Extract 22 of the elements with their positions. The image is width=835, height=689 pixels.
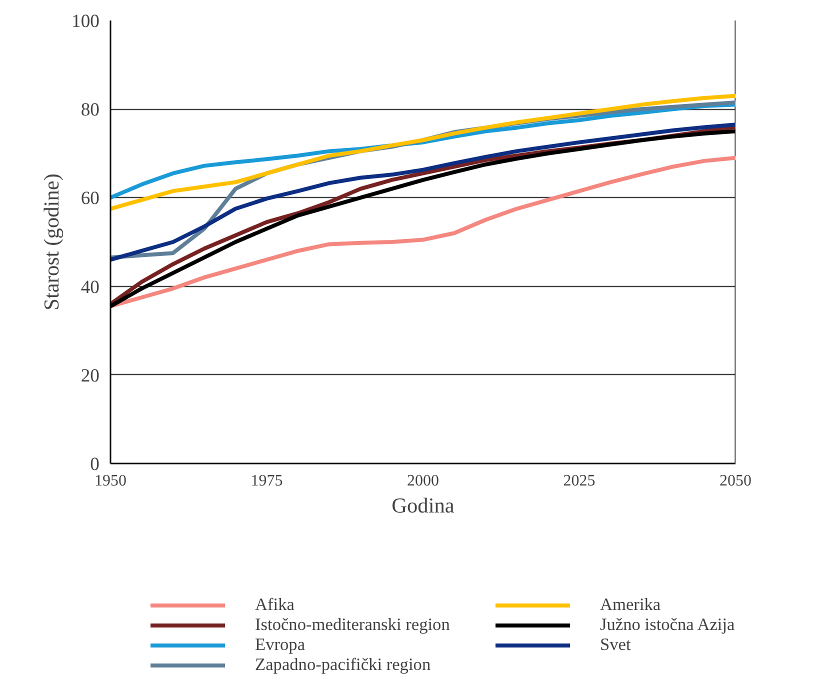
x-axis-title: Godina [392,494,455,518]
y-tick-label: 80 [80,100,100,121]
x-tick-label: 2050 [720,472,752,490]
y-tick-label: 60 [80,188,100,210]
legend-label: Evropa [255,635,306,655]
legend-label: Svet [600,635,632,655]
line-series [110,94,736,211]
legend-label: Afika [255,595,296,615]
y-tick-label: 40 [80,276,100,298]
y-axis-title: Starost (godine) [40,174,64,310]
legend-label: Istočno-mediteranski region [255,615,451,635]
y-tick-label: 20 [80,365,100,386]
legend-label: Amerika [600,595,662,615]
x-tick-label: 1950 [94,472,126,490]
x-tick-label: 2000 [407,472,439,490]
line-series [110,122,736,262]
x-tick-label: 2025 [563,472,596,490]
y-tick-label: 100 [72,11,100,32]
legend-label: Južno istočna Azija [600,615,736,635]
legend-label: Zapadno-pacifički region [255,655,432,675]
x-tick-label: 1975 [250,472,283,490]
y-tick-label: 0 [90,454,100,475]
